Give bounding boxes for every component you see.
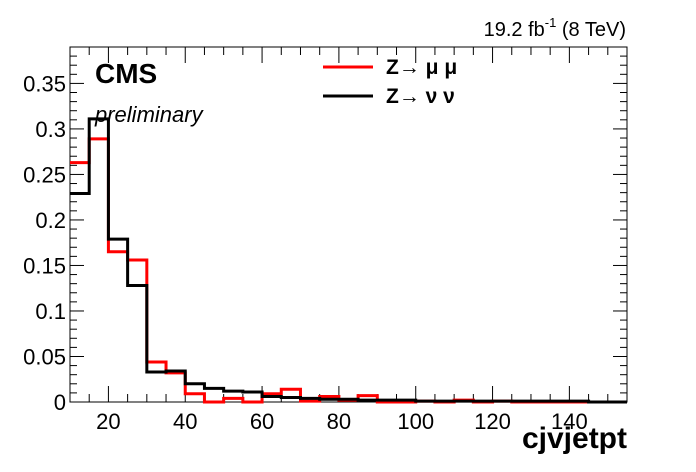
y-tick-label: 0.25 (23, 162, 66, 187)
series-line-0 (70, 137, 627, 404)
x-tick-label: 120 (474, 409, 511, 434)
x-tick-label: 100 (397, 409, 434, 434)
experiment-label: CMS (95, 58, 157, 89)
x-tick-label: 80 (327, 409, 351, 434)
legend-label-series-0: Z→ μ μ (386, 56, 457, 79)
x-tick-label: 140 (551, 409, 588, 434)
luminosity-label: 19.2 fb-1 (8 TeV) (484, 15, 626, 41)
x-axis-title: cjvjetpt (522, 422, 627, 455)
y-tick-label: 0.1 (35, 299, 66, 324)
y-tick-label: 0.35 (23, 71, 66, 96)
series-line-1 (70, 117, 627, 404)
y-tick-label: 0.2 (35, 208, 66, 233)
plot-frame (69, 46, 628, 403)
y-axis-ticks: 0 0.05 0.1 0.15 0.2 0.25 0.3 0.35 (23, 71, 627, 415)
histogram-series (70, 117, 627, 404)
x-axis-ticks: 20 40 60 80 100 120 140 (96, 47, 588, 434)
minor-ticks (69, 47, 628, 402)
legend: Z→ μ μ Z→ ν ν (323, 56, 457, 108)
x-tick-label: 40 (173, 409, 197, 434)
y-tick-label: 0.05 (23, 344, 66, 369)
legend-label-series-1: Z→ ν ν (386, 85, 455, 108)
status-label: preliminary (94, 102, 205, 127)
x-tick-label: 20 (96, 409, 120, 434)
y-tick-label: 0.15 (23, 253, 66, 278)
y-tick-label: 0.3 (35, 117, 66, 142)
y-tick-label: 0 (54, 390, 66, 415)
x-tick-label: 60 (250, 409, 274, 434)
